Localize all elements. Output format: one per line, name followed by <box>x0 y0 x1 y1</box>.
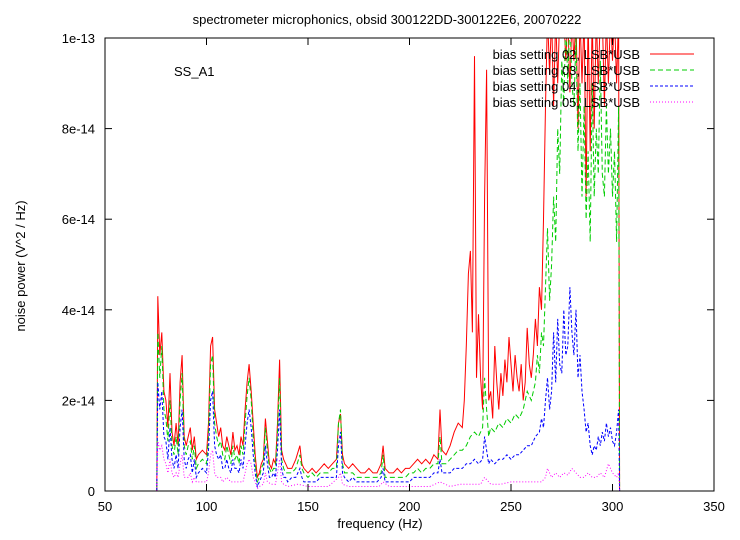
x-axis-label: frequency (Hz) <box>337 516 422 531</box>
y-axis-label: noise power (V^2 / Hz) <box>13 200 28 331</box>
legend-label: bias setting 04, LSB*USB <box>493 79 640 94</box>
chart-title: spectrometer microphonics, obsid 300122D… <box>193 12 582 27</box>
series-line-bias-setting-4 <box>156 287 621 491</box>
y-tick-label: 2e-14 <box>62 393 95 408</box>
y-tick-label: 0 <box>88 484 95 499</box>
series-line-bias-setting-5 <box>156 441 621 491</box>
legend-label: bias setting 02, LSB*USB <box>493 47 640 62</box>
y-axis-ticks: 0 2e-14 4e-14 6e-14 8e-14 1e-13 <box>62 31 714 499</box>
x-tick-label: 250 <box>500 499 522 514</box>
x-tick-label: 350 <box>703 499 725 514</box>
x-tick-label: 100 <box>196 499 218 514</box>
x-tick-label: 200 <box>399 499 421 514</box>
x-tick-label: 150 <box>297 499 319 514</box>
y-tick-label: 1e-13 <box>62 31 95 46</box>
legend-label: bias setting 03, LSB*USB <box>493 63 640 78</box>
y-tick-label: 6e-14 <box>62 212 95 227</box>
series-line-bias-setting-2 <box>156 38 621 491</box>
series-layer <box>156 38 621 491</box>
y-tick-label: 4e-14 <box>62 303 95 318</box>
x-tick-label: 300 <box>602 499 624 514</box>
legend-label: bias setting 05, LSB*USB <box>493 95 640 110</box>
x-tick-label: 50 <box>98 499 112 514</box>
x-axis-ticks: 50 100 150 200 250 300 350 <box>98 38 725 514</box>
y-tick-label: 8e-14 <box>62 122 95 137</box>
panel-annotation: SS_A1 <box>174 64 214 79</box>
